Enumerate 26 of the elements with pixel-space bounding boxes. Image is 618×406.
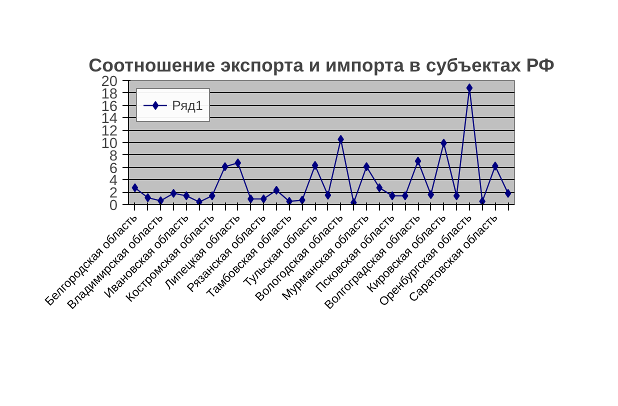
point [183, 191, 190, 200]
point [170, 188, 177, 198]
point [286, 196, 292, 204]
point [402, 191, 408, 200]
point [222, 162, 228, 172]
point [376, 183, 383, 192]
point [132, 183, 138, 192]
chart-title: Соотношение экспорта и импорта в субъектах РФ [88, 54, 554, 76]
point [428, 190, 434, 200]
legend-label: Ряд1 [172, 98, 203, 112]
point [312, 160, 318, 170]
point [363, 162, 370, 172]
point [324, 190, 332, 200]
point [234, 158, 242, 168]
point [466, 83, 473, 92]
point [299, 196, 306, 204]
point [414, 156, 422, 166]
y-tick-label: 0 [109, 198, 118, 214]
point [479, 196, 486, 204]
point [260, 194, 267, 204]
point [504, 188, 512, 198]
point [453, 191, 460, 200]
point [158, 196, 164, 204]
point [196, 198, 202, 204]
point [208, 191, 216, 200]
point [273, 186, 280, 195]
